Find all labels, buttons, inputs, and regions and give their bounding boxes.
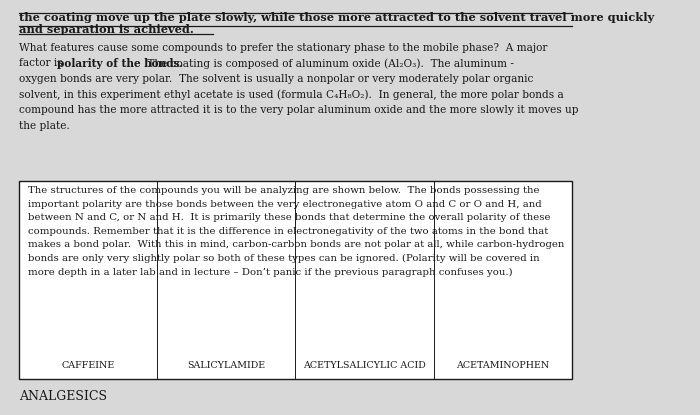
Text: polarity of the bonds.: polarity of the bonds.: [57, 58, 183, 69]
Text: CAFFEINE: CAFFEINE: [62, 361, 115, 369]
Text: important polarity are those bonds between the very electronegative atom O and C: important polarity are those bonds betwe…: [28, 200, 542, 209]
Text: more depth in a later lab and in lecture – Don’t panic if the previous paragraph: more depth in a later lab and in lecture…: [28, 268, 512, 277]
Text: The structures of the compounds you will be analyzing are shown below.  The bond: The structures of the compounds you will…: [28, 186, 540, 195]
Text: solvent, in this experiment ethyl acetate is used (formula C₄H₈O₂).  In general,: solvent, in this experiment ethyl acetat…: [19, 90, 564, 100]
Text: ACETYLSALICYLIC ACID: ACETYLSALICYLIC ACID: [303, 361, 426, 369]
Text: The coating is composed of aluminum oxide (Al₂O₃).  The aluminum -: The coating is composed of aluminum oxid…: [144, 58, 514, 69]
Text: the plate.: the plate.: [19, 121, 70, 131]
Text: oxygen bonds are very polar.  The solvent is usually a nonpolar or very moderate: oxygen bonds are very polar. The solvent…: [19, 74, 533, 84]
FancyBboxPatch shape: [19, 181, 572, 378]
Text: between N and C, or N and H.  It is primarily these bonds that determine the ove: between N and C, or N and H. It is prima…: [28, 213, 550, 222]
Text: and separation is achieved.: and separation is achieved.: [19, 24, 194, 35]
Text: makes a bond polar.  With this in mind, carbon-carbon bonds are not polar at all: makes a bond polar. With this in mind, c…: [28, 240, 564, 249]
Text: ANALGESICS: ANALGESICS: [19, 390, 107, 403]
Text: SALICYLAMIDE: SALICYLAMIDE: [188, 361, 265, 369]
Text: compounds. Remember that it is the difference in electronegativity of the two at: compounds. Remember that it is the diffe…: [28, 227, 548, 236]
Text: the coating move up the plate slowly, while those more attracted to the solvent : the coating move up the plate slowly, wh…: [19, 12, 654, 23]
Text: What features cause some compounds to prefer the stationary phase to the mobile : What features cause some compounds to pr…: [19, 43, 547, 53]
Text: compound has the more attracted it is to the very polar aluminum oxide and the m: compound has the more attracted it is to…: [19, 105, 578, 115]
Text: factor is: factor is: [19, 58, 66, 68]
Text: ACETAMINOPHEN: ACETAMINOPHEN: [456, 361, 550, 369]
Text: bonds are only very slightly polar so both of these types can be ignored. (Polar: bonds are only very slightly polar so bo…: [28, 254, 540, 263]
